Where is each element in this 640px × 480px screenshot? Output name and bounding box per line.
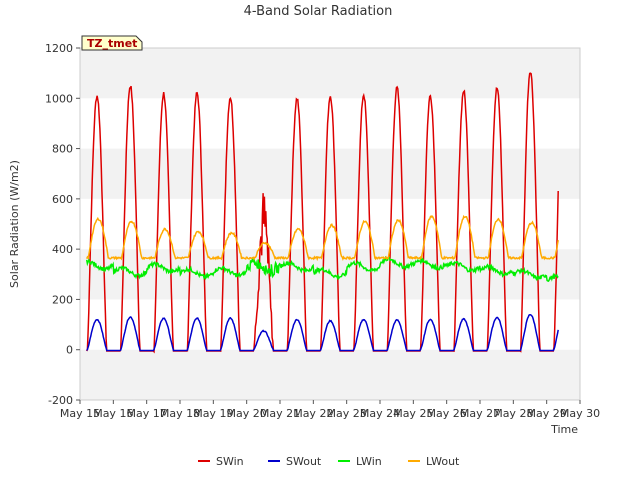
x-tick-label: May 29 xyxy=(527,407,567,420)
legend-label: LWout xyxy=(426,455,460,468)
x-tick-label: May 27 xyxy=(460,407,500,420)
y-tick-label: 1000 xyxy=(45,92,73,105)
x-tick-label: May 16 xyxy=(93,407,133,420)
grid-band xyxy=(80,299,580,350)
site-badge-label: TZ_tmet xyxy=(87,37,137,50)
plot-frame xyxy=(79,47,581,401)
legend-label: LWin xyxy=(356,455,382,468)
series-line-lwin xyxy=(85,255,559,282)
chart-title: 4-Band Solar Radiation xyxy=(244,4,393,19)
y-axis-title: Solar Radiation (W/m2) xyxy=(8,160,21,288)
y-tick-label: -200 xyxy=(48,394,73,407)
x-tick-label: May 30 xyxy=(560,407,600,420)
x-tick-label: May 28 xyxy=(493,407,533,420)
series-lines xyxy=(85,72,559,354)
x-tick-label: May 26 xyxy=(427,407,467,420)
legend-label: SWin xyxy=(216,455,244,468)
x-tick-label: May 23 xyxy=(327,407,367,420)
legend-label: SWout xyxy=(286,455,322,468)
x-axis-title: Time xyxy=(550,423,578,436)
x-tick-label: May 24 xyxy=(360,407,400,420)
y-tick-label: 400 xyxy=(52,243,73,256)
y-tick-label: 600 xyxy=(52,193,73,206)
y-tick-label: 200 xyxy=(52,293,73,306)
x-tick-label: May 17 xyxy=(127,407,167,420)
y-axis: -200 0 200 400 600 800 1000 1200 xyxy=(45,42,80,407)
x-tick-label: May 25 xyxy=(393,407,433,420)
series-line-swout xyxy=(86,314,559,352)
x-tick-label: May 20 xyxy=(227,407,267,420)
x-tick-label: May 18 xyxy=(160,407,200,420)
site-badge: TZ_tmet xyxy=(81,35,143,51)
x-tick-label: May 15 xyxy=(60,407,100,420)
grid-band xyxy=(80,249,580,300)
series-line-lwout xyxy=(86,214,559,262)
grid-band xyxy=(80,148,580,199)
legend: SWin SWout LWin LWout xyxy=(198,455,460,468)
y-tick-label: 0 xyxy=(66,344,73,357)
background-bands xyxy=(80,48,580,400)
x-tick-label: May 22 xyxy=(293,407,333,420)
y-tick-label: 800 xyxy=(52,143,73,156)
y-tick-label: 1200 xyxy=(45,42,73,55)
x-tick-label: May 19 xyxy=(193,407,233,420)
x-tick-label: May 21 xyxy=(260,407,300,420)
grid-band xyxy=(80,98,580,149)
grid-band xyxy=(80,349,580,400)
grid-band xyxy=(80,48,580,99)
grid-band xyxy=(80,198,580,250)
